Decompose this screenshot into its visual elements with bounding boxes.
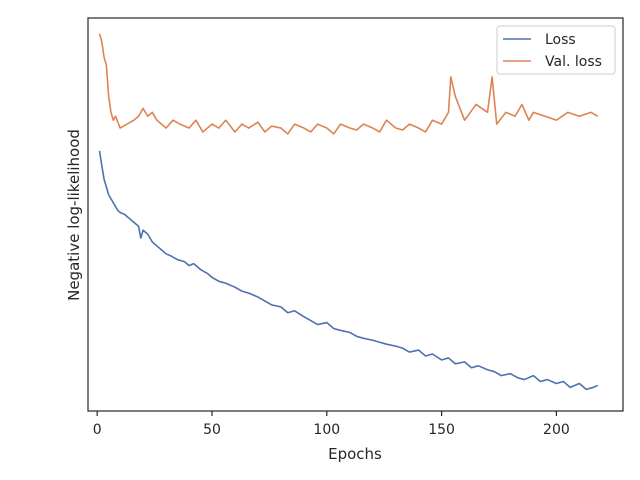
y-axis-title: Negative log-likelihood xyxy=(65,129,83,301)
x-tick-label-3: 150 xyxy=(428,422,455,438)
x-axis: 0 50 100 150 200 xyxy=(93,411,570,438)
legend-label-1: Val. loss xyxy=(545,54,602,70)
x-axis-title: Epochs xyxy=(328,445,382,463)
x-tick-label-2: 100 xyxy=(313,422,340,438)
series-line-0 xyxy=(98,150,599,391)
plot-area-frame xyxy=(87,17,624,412)
x-tick-label-0: 0 xyxy=(93,422,102,438)
legend: Loss Val. loss xyxy=(496,25,616,75)
x-tick-label-4: 200 xyxy=(543,422,570,438)
series-layer xyxy=(98,33,599,391)
series-line-1 xyxy=(98,33,599,135)
legend-label-0: Loss xyxy=(545,32,576,48)
legend-box xyxy=(496,25,616,75)
x-tick-label-1: 50 xyxy=(203,422,221,438)
